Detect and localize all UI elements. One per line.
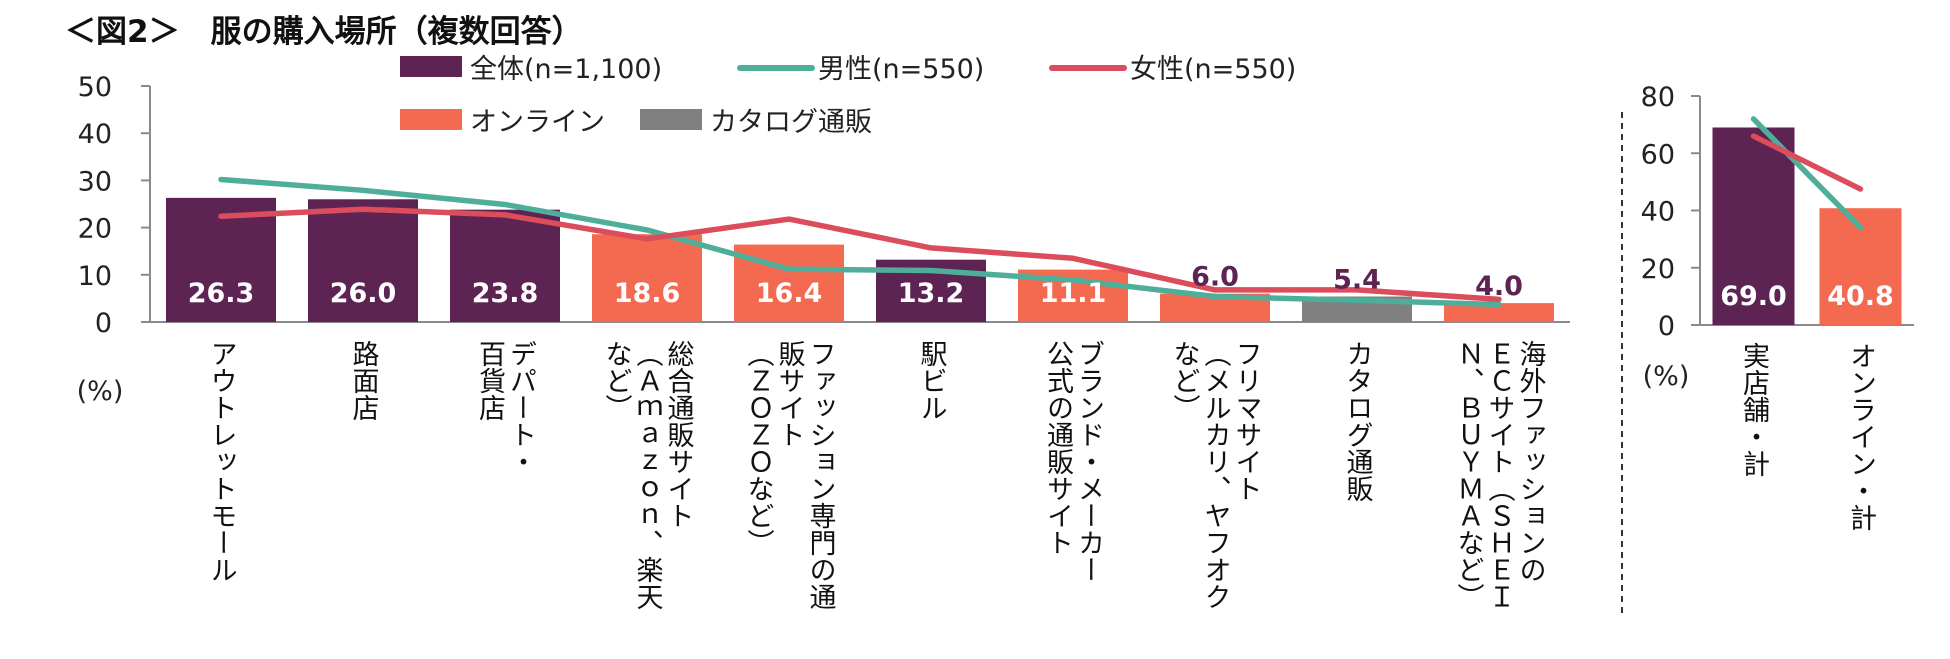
line-female (1750, 133, 1864, 192)
y-tick-label: 20 (78, 214, 112, 245)
category-label: カタログ通販 (1342, 340, 1373, 502)
y-tick-label: 80 (1641, 82, 1675, 113)
category-label: 海外ファッションの (1515, 340, 1546, 583)
legend-label-online: オンライン (470, 107, 605, 138)
legend: 全体(n=1,100) 男性(n=550) 女性(n=550) オンライン カタログ通販 (400, 54, 1296, 138)
bar-value-label: 26.0 (330, 278, 397, 309)
bar-online (592, 234, 702, 322)
bar-value-label: 23.8 (472, 278, 539, 309)
bar-value-label: 69.0 (1720, 281, 1787, 312)
legend-label-catalog: カタログ通販 (710, 107, 872, 138)
category-label: ファッション専門の通 (805, 340, 836, 610)
legend-label-overall: 全体(n=1,100) (470, 54, 662, 85)
unit-label: (%) (77, 376, 124, 407)
y-tick-label: 0 (95, 308, 112, 339)
category-label: など） (1169, 340, 1201, 421)
legend-swatch-online (400, 109, 462, 130)
bar-value-label: 11.1 (1040, 278, 1107, 309)
category-label: （Ａｍａｚｏｎ、楽天 (632, 340, 664, 610)
bar-value-label: 16.4 (756, 278, 823, 309)
unit-label: (%) (1643, 361, 1690, 392)
category-label: など） (601, 340, 633, 421)
category-label: （メルカリ、ヤフオク (1200, 340, 1232, 610)
bar-overall (450, 209, 560, 322)
legend-label-female: 女性(n=550) (1130, 54, 1296, 85)
category-label: 実店舗・計 (1738, 342, 1770, 477)
y-tick-label: 30 (78, 166, 112, 197)
category-label: フリマサイト (1231, 340, 1262, 502)
y-tick-label: 60 (1641, 139, 1675, 170)
y-tick-label: 0 (1658, 311, 1675, 342)
line-male (1750, 116, 1864, 231)
legend-swatch-catalog (640, 109, 702, 130)
summary-chart: 0 20 40 60 80 (%) 実店舗・計 オンライン・計 69.0 40.8 (1641, 82, 1914, 531)
bar-value-label: 18.6 (614, 278, 681, 309)
category-label: 駅ビル (916, 340, 948, 421)
bar-value-label: 13.2 (898, 278, 965, 309)
category-label: （ＺＯＺＯなど） (743, 340, 775, 556)
category-label: 販サイト (774, 340, 805, 448)
category-label: オンライン・計 (1845, 342, 1876, 531)
y-tick-label: 10 (78, 261, 112, 292)
legend-label-male: 男性(n=550) (818, 54, 984, 85)
y-tick-label: 50 (78, 72, 112, 103)
y-tick-label: 40 (78, 119, 112, 150)
category-label: 総合通販サイト (663, 340, 695, 529)
bar-value-label: 6.0 (1191, 262, 1239, 293)
bar-online (1444, 303, 1554, 322)
legend-swatch-overall (400, 56, 462, 77)
bar-value-label: 40.8 (1827, 281, 1894, 312)
chart-title: ＜図2＞ 服の購入場所（複数回答） (65, 14, 583, 50)
bar-overall (308, 199, 418, 322)
bar-value-label: 4.0 (1475, 271, 1523, 302)
category-label: 公式の通販サイト (1042, 340, 1073, 556)
category-label: ＥＣサイト（ＳＨＥＩ (1484, 340, 1516, 610)
main-chart: 0 10 20 30 40 50 (%) アウトレットモール 路面店 デパート・百貨店 総合通販サイ… (77, 72, 1570, 610)
category-label: 路面店 (348, 340, 380, 421)
y-tick-label: 40 (1641, 197, 1675, 228)
category-label: デパート・ (505, 340, 536, 475)
bar-value-label: 26.3 (188, 278, 255, 309)
y-tick-label: 20 (1641, 254, 1675, 285)
bar-overall (1712, 127, 1795, 325)
category-label: 百貨店 (474, 340, 506, 421)
category-label: Ｎ、ＢＵＹＭＡなど） (1453, 340, 1485, 610)
category-label: アウトレットモール (206, 340, 237, 583)
category-label: ブランド・メーカー (1073, 340, 1104, 583)
bar-value-label: 5.4 (1333, 265, 1381, 296)
line-female (218, 206, 1502, 303)
line-male (218, 176, 1502, 308)
